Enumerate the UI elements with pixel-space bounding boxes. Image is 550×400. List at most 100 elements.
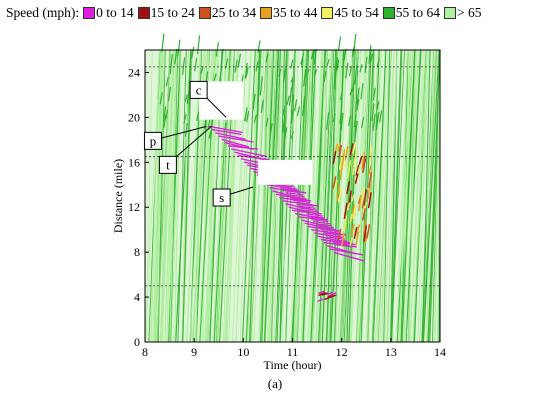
trajectory-segment [244, 62, 248, 80]
y-axis-ticks: 0 4 8 12 16 20 24 [128, 65, 149, 349]
trajectory-line [268, 49, 283, 343]
slow-trajectory [338, 144, 343, 158]
trajectory-segment [177, 39, 181, 57]
trajectory-line [309, 49, 317, 343]
slow-trajectory [317, 298, 324, 302]
trajectory-line [261, 49, 275, 343]
congestion-trajectory [291, 197, 309, 202]
slow-trajectory [346, 181, 351, 195]
y-tick-label: 4 [134, 290, 140, 304]
slow-trajectory [343, 215, 348, 231]
legend-swatch [260, 7, 273, 19]
trajectory-segment [237, 53, 241, 68]
legend-item: 15 to 24 [137, 5, 195, 21]
congestion-trajectory [320, 228, 338, 233]
congestion-trajectory [228, 145, 258, 150]
congestion-trajectory [323, 232, 342, 236]
slow-trajectory [350, 194, 355, 202]
trajectory-segment [370, 53, 374, 63]
congestion-trajectory [312, 220, 331, 225]
trajectory-line [153, 49, 162, 343]
legend-label: 45 to 54 [334, 5, 379, 20]
trajectory-line [258, 49, 268, 343]
slow-trajectory [344, 145, 349, 161]
slow-trajectory [353, 150, 358, 164]
trajectory-line [307, 49, 324, 343]
slow-trajectory [349, 143, 354, 156]
legend-item: 35 to 44 [260, 5, 317, 21]
x-axis-label: Time (hour) [264, 358, 322, 372]
trajectory-line [339, 49, 356, 343]
legend: Speed (mph): 0 to 14 15 to 24 25 to 34 3… [6, 4, 485, 22]
trajectory-segment [165, 109, 169, 119]
slow-trajectory [352, 141, 357, 154]
annotation-box [143, 131, 162, 150]
trajectory-line [366, 49, 382, 343]
trajectory-segment [332, 113, 336, 123]
trajectory-line [374, 49, 391, 343]
trajectory-segment [218, 66, 223, 82]
annotation-label: p [150, 133, 157, 148]
trajectory-segment [282, 105, 286, 117]
trajectory-segment [348, 115, 352, 127]
trajectory-segment [169, 53, 173, 75]
congestion-trajectory [294, 201, 313, 206]
trajectory-segment [372, 87, 376, 101]
congestion-trajectory [330, 248, 364, 256]
slow-trajectory [368, 171, 373, 189]
congestion-trajectory [303, 211, 322, 215]
trajectory-line [350, 49, 367, 343]
legend-label: 35 to 44 [273, 5, 318, 20]
slow-trajectory [358, 156, 363, 166]
trajectory-segment [343, 48, 347, 61]
trajectory-line [314, 49, 329, 343]
trajectory-line [173, 49, 182, 343]
slow-trajectory [361, 151, 366, 169]
trajectory-line [418, 49, 437, 343]
slow-trajectory [332, 176, 337, 189]
trajectory-segment [379, 110, 383, 123]
trajectory-segment [269, 122, 273, 136]
trajectory-segment [354, 65, 358, 85]
legend-label: 15 to 24 [150, 5, 195, 20]
trajectory-segment [159, 92, 163, 105]
congestion-trajectory [301, 209, 320, 213]
slow-trajectory [362, 208, 366, 221]
slow-trajectory [367, 165, 372, 175]
trajectory-segment [326, 112, 330, 131]
slow-trajectory [355, 165, 360, 176]
slow-trajectory [356, 224, 361, 236]
trajectory-segment [349, 88, 353, 96]
legend-label: 25 to 34 [211, 5, 257, 20]
slow-trajectory [366, 224, 371, 239]
x-tick-label: 11 [287, 345, 299, 359]
legend-item: 0 to 14 [83, 5, 134, 21]
congestion-trajectory [333, 251, 365, 262]
congestion-trajectory [289, 195, 307, 200]
trajectory-segment [265, 53, 269, 63]
trajectory-segment [348, 66, 353, 77]
trajectory-segment [337, 36, 342, 52]
slow-trajectory [318, 292, 325, 297]
trajectory-line [360, 49, 375, 343]
trajectory-segment [215, 42, 220, 57]
x-tick-label: 13 [385, 345, 397, 359]
slow-trajectory [361, 196, 366, 209]
congestion-trajectory [231, 148, 267, 157]
slow-trajectory [321, 292, 329, 296]
trajectory-line [421, 49, 431, 343]
congestion-trajectory [296, 203, 314, 208]
trajectory-segment [339, 91, 343, 100]
slow-trajectory [341, 148, 346, 167]
congestion-trajectory [331, 240, 349, 244]
trajectory-line [310, 49, 326, 343]
trajectory-segment [359, 64, 363, 73]
trajectory-line [177, 49, 187, 343]
slow-trajectory [354, 173, 359, 184]
trajectory-segment [186, 90, 190, 104]
trajectory-segment [161, 33, 165, 52]
x-tick-label: 8 [142, 345, 148, 359]
trajectory-segment [290, 59, 294, 69]
congestion-trajectory [280, 186, 298, 190]
